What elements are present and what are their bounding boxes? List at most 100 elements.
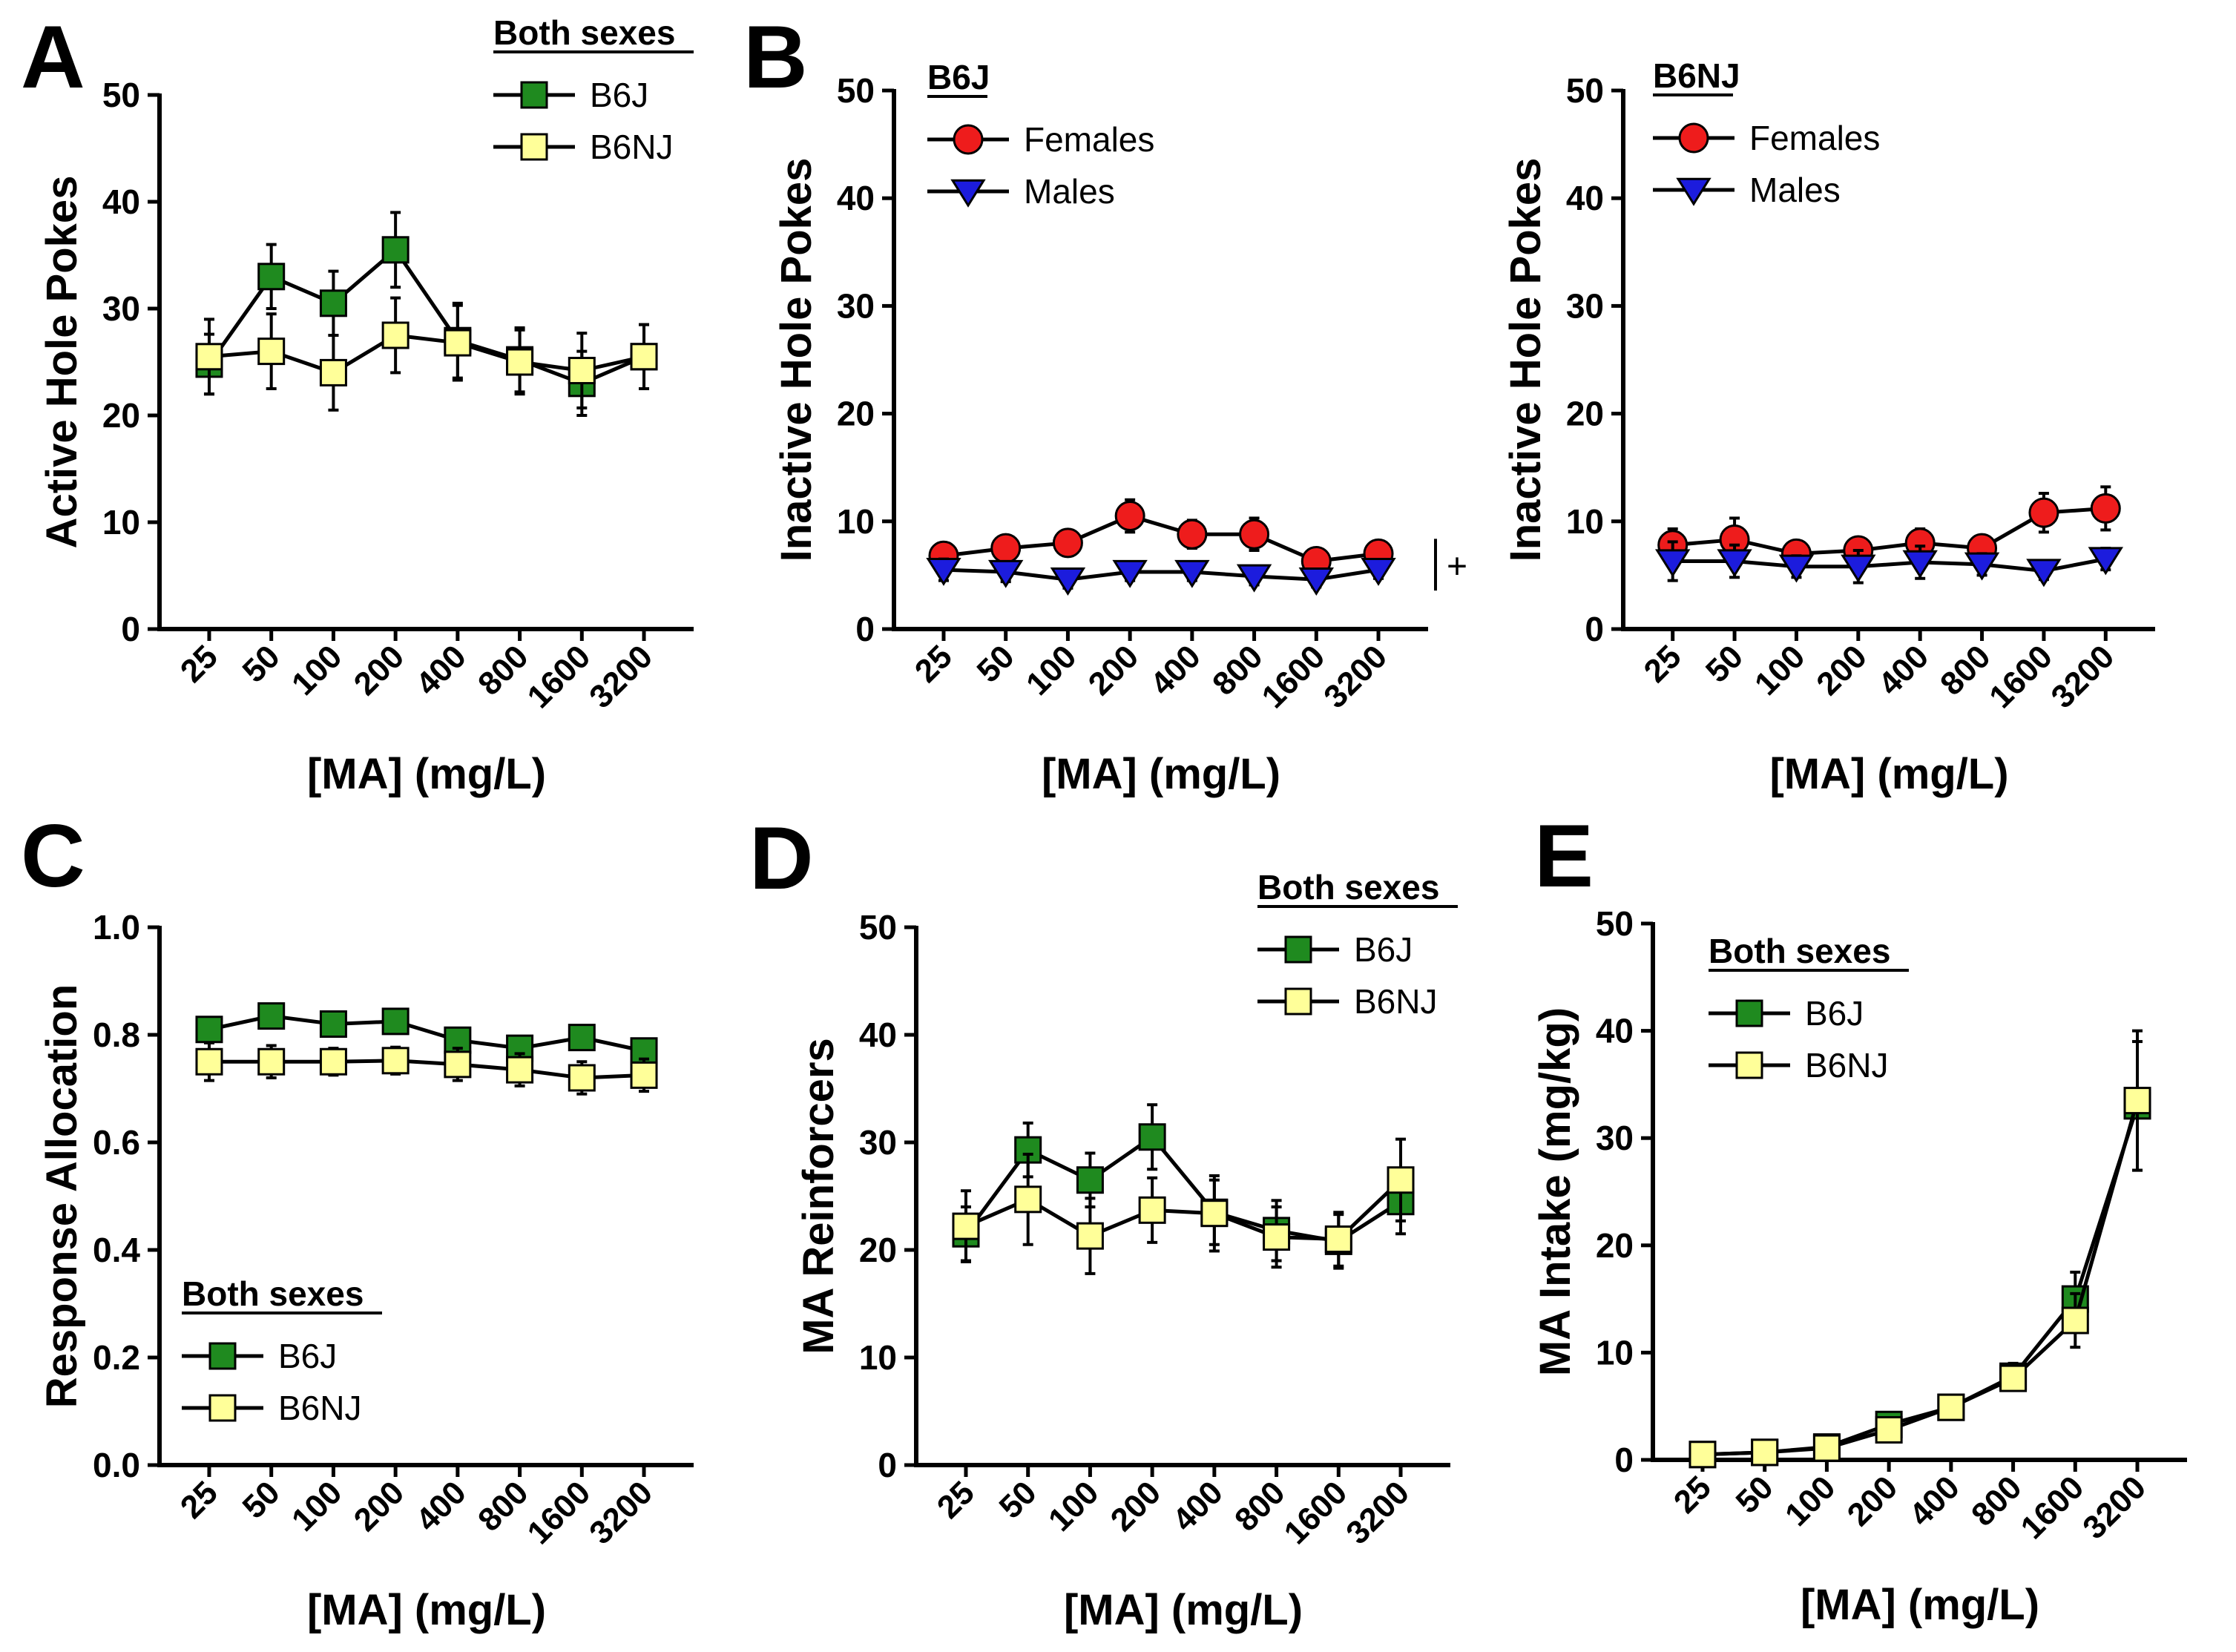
y-tick-label: 20 [102,396,140,435]
y-tick-label: 0.8 [93,1016,140,1054]
series-b6nj [195,296,658,412]
panel-letter: D [749,809,814,908]
legend: Both sexes B6J B6NJ [1709,932,1909,1085]
data-point [568,357,596,385]
legend-marker [950,179,986,208]
series-b6j [195,1002,658,1065]
x-axis-label: [MA] (mg/L) [1769,750,2008,798]
data-point [1263,1223,1291,1251]
legend: Both sexes B6J B6NJ [493,13,694,166]
y-tick-label: 30 [102,289,140,328]
legend-marker [1284,935,1312,964]
data-point [1076,1222,1104,1250]
y-tick-label: 10 [1596,1333,1634,1372]
data-point [195,1016,223,1044]
data-point [1239,519,1270,550]
data-point [1875,1416,1903,1444]
legend-title: Both sexes [182,1274,364,1313]
data-point [1298,567,1335,596]
y-tick-label: 1.0 [93,908,140,947]
y-tick-label: 40 [102,182,140,221]
data-point [1654,549,1691,578]
legend-marker [1676,177,1711,206]
data-point [630,1061,658,1089]
data-point [195,1047,223,1076]
data-point [1717,549,1752,578]
legend-label: Females [1749,119,1880,157]
data-point [257,1002,286,1030]
panel-letter: E [1534,806,1594,906]
data-point [1999,1364,2028,1392]
legend-marker [520,133,548,161]
data-point [2028,497,2059,528]
data-point [2088,547,2124,576]
series-b6nj [195,1041,658,1096]
y-tick-label: 40 [1566,179,1604,217]
legend-label: B6J [278,1337,337,1375]
y-axis-label: Response Allocation [38,984,86,1409]
x-axis-label: [MA] (mg/L) [307,750,546,798]
data-point [1937,1393,1965,1421]
y-tick-label: 0 [1614,1441,1634,1479]
data-point [952,1212,980,1240]
y-tick-label: 0.4 [93,1231,140,1269]
x-axis-label: [MA] (mg/L) [1042,750,1280,798]
data-point [1052,527,1083,559]
y-tick-label: 0 [1585,610,1604,648]
data-point [1964,552,2000,581]
legend-label: Males [1024,172,1115,211]
legend-title: Both sexes [493,13,675,52]
legend: Both sexes B6J B6NJ [1257,868,1458,1021]
data-point [630,343,658,371]
data-point [319,289,347,317]
data-point [1076,1166,1104,1194]
x-axis-label: [MA] (mg/L) [307,1586,546,1634]
data-point [1014,1185,1042,1214]
data-point [1236,564,1272,593]
y-tick-label: 20 [1596,1226,1634,1265]
data-point [1177,519,1208,550]
legend-marker [1735,999,1763,1027]
legend-label: B6NJ [590,128,673,166]
y-tick-label: 30 [1566,286,1604,325]
legend-label: B6NJ [1805,1046,1888,1085]
y-axis-label: Inactive Hole Pokes [772,158,821,562]
data-point [1174,559,1210,588]
y-tick-label: 10 [1566,502,1604,541]
y-tick-label: 30 [859,1123,897,1162]
data-point [1778,554,1815,583]
data-point [381,1007,410,1036]
y-tick-label: 20 [859,1231,897,1269]
legend-label: B6J [590,76,648,114]
y-tick-label: 0.2 [93,1338,140,1377]
data-point [444,329,472,357]
panel-letter: A [21,7,85,107]
series-b6nj [952,1137,1415,1275]
data-point [2061,1306,2089,1335]
legend: Both sexes B6J B6NJ [182,1274,382,1427]
data-point [1112,559,1148,588]
y-tick-label: 50 [859,908,897,947]
data-point [1361,557,1396,586]
data-point [381,1047,410,1075]
data-point [444,1050,472,1079]
y-tick-label: 30 [1596,1119,1634,1157]
y-tick-label: 10 [859,1338,897,1377]
y-tick-label: 50 [1566,71,1604,110]
y-tick-label: 10 [102,503,140,542]
y-tick-label: 0.0 [93,1446,140,1484]
data-point [195,343,223,371]
data-point [1114,501,1145,532]
series-b6nj [1688,1029,2151,1469]
legend-label: B6J [1354,930,1413,969]
data-point [2090,493,2121,524]
legend-title: B6J [927,58,990,96]
data-point [257,1047,286,1076]
y-tick-label: 0 [121,610,140,648]
y-axis-label: Active Hole Pokes [38,176,86,549]
series-males [926,557,1396,596]
